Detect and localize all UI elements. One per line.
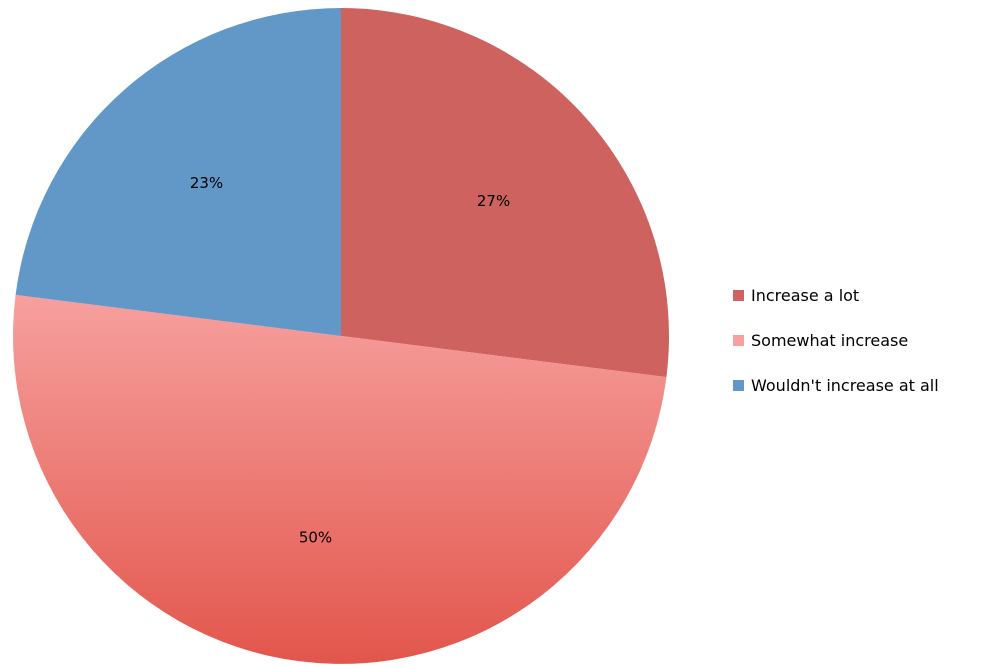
slice-label-wouldn-t-increase-at-all: 23% (190, 174, 223, 192)
pie-slice-somewhat-increase (13, 294, 667, 664)
legend-item-somewhat-increase: Somewhat increase (733, 329, 939, 351)
pie-slice-labels: 27% 50% 23% (190, 174, 510, 546)
pie-slice-increase-a-lot (341, 8, 670, 378)
legend-swatch-somewhat-increase (733, 334, 744, 346)
legend-label-increase-a-lot: Increase a lot (751, 285, 860, 305)
legend-label-somewhat-increase: Somewhat increase (751, 330, 909, 350)
pie-plot-area: 27% 50% 23% (13, 8, 670, 664)
legend-label-wouldnt-increase-at-all: Wouldn't increase at all (751, 375, 939, 395)
legend-item-increase-a-lot: Increase a lot (733, 284, 939, 306)
pie-slices (13, 8, 670, 664)
slice-label-somewhat-increase: 50% (299, 528, 332, 546)
chart-legend: Increase a lot Somewhat increase Wouldn'… (733, 284, 939, 419)
legend-swatch-wouldnt-increase-at-all (733, 379, 744, 391)
legend-item-wouldnt-increase-at-all: Wouldn't increase at all (733, 374, 939, 396)
legend-swatch-increase-a-lot (733, 289, 744, 301)
pie-slice-wouldn-t-increase-at-all (15, 8, 342, 336)
slice-label-increase-a-lot: 27% (477, 192, 510, 210)
